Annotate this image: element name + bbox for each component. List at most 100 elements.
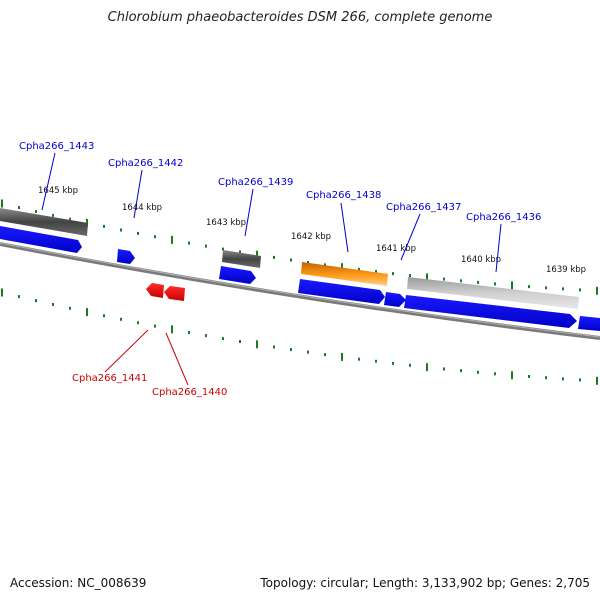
cds-arrow-1437[interactable] xyxy=(384,292,406,307)
inner-tick-ring xyxy=(1,288,598,385)
cds-arrow-1442[interactable] xyxy=(117,249,135,264)
tick-label-1643: 1643 kbp xyxy=(206,218,246,228)
outer-tick-mark xyxy=(205,244,207,248)
inner-tick-mark xyxy=(324,353,326,357)
tick-label-1642: 1642 kbp xyxy=(291,232,331,242)
tick-labels: 1645 kbp 1644 kbp 1643 kbp 1642 kbp 1641… xyxy=(38,186,586,275)
leader-line-1438 xyxy=(340,202,349,253)
outer-tick-mark xyxy=(120,228,122,232)
outer-tick-mark xyxy=(460,279,462,283)
cds-arrow-1441[interactable] xyxy=(146,283,164,298)
outer-tick-mark xyxy=(290,258,292,262)
inner-tick-mark xyxy=(137,321,139,325)
inner-tick-mark xyxy=(562,377,564,381)
cds-arrow-1440[interactable] xyxy=(164,286,185,301)
inner-tick-mark xyxy=(52,303,54,306)
leader-line-1442 xyxy=(133,169,143,219)
outer-tick-mark xyxy=(18,206,20,209)
gene-label-1443[interactable]: Cpha266_1443 xyxy=(19,141,94,152)
inner-tick-mark xyxy=(256,340,258,349)
outer-tick-mark xyxy=(426,273,428,282)
inner-tick-mark xyxy=(205,334,207,338)
genome-info-text: Topology: circular; Length: 3,133,902 bp… xyxy=(260,576,590,590)
outer-tick-mark xyxy=(324,263,326,267)
inner-tick-mark xyxy=(120,317,122,321)
outer-tick-mark xyxy=(52,213,54,217)
gene-label-1437[interactable]: Cpha266_1437 xyxy=(386,202,461,213)
outer-tick-mark xyxy=(239,250,241,254)
cds-arrow-1443[interactable] xyxy=(0,226,82,253)
inner-tick-mark xyxy=(511,371,513,380)
inner-tick-mark xyxy=(494,372,496,376)
inner-tick-mark xyxy=(579,378,581,382)
gene-label-1439[interactable]: Cpha266_1439 xyxy=(218,177,293,188)
gene-label-1442[interactable]: Cpha266_1442 xyxy=(108,158,183,169)
inner-tick-mark xyxy=(545,376,547,380)
feature-bar-1439[interactable] xyxy=(222,250,261,268)
outer-tick-mark xyxy=(137,231,139,235)
inner-tick-mark xyxy=(69,306,71,310)
tick-label-1645: 1645 kbp xyxy=(38,186,78,196)
inner-tick-mark xyxy=(154,324,156,328)
gene-label-1436[interactable]: Cpha266_1436 xyxy=(466,212,541,223)
leader-line-1440 xyxy=(165,332,189,386)
inner-tick-mark xyxy=(307,350,309,354)
inner-tick-mark xyxy=(528,375,530,378)
outer-tick-mark xyxy=(307,261,309,264)
inner-tick-mark xyxy=(443,367,445,371)
gene-label-1440[interactable]: Cpha266_1440 xyxy=(152,387,227,398)
inner-tick-mark xyxy=(171,325,173,334)
outer-tick-mark xyxy=(103,224,105,228)
cds-arrow-1439[interactable] xyxy=(219,266,256,284)
leader-line-1441 xyxy=(104,329,149,373)
inner-tick-mark xyxy=(477,370,479,374)
outer-tick-mark xyxy=(1,199,3,208)
gene-label-1441[interactable]: Cpha266_1441 xyxy=(72,373,147,384)
outer-tick-mark xyxy=(392,272,394,276)
outer-tick-mark xyxy=(154,235,156,239)
inner-tick-mark xyxy=(1,288,3,297)
tick-label-1639: 1639 kbp xyxy=(546,265,586,275)
leader-lines xyxy=(41,152,502,386)
inner-tick-mark xyxy=(375,359,377,363)
inner-tick-mark xyxy=(239,340,241,343)
inner-tick-mark xyxy=(460,369,462,373)
map-title: Chlorobium phaeobacteroides DSM 266, com… xyxy=(107,10,493,25)
feature-bar-1443[interactable] xyxy=(0,208,88,236)
inner-tick-mark xyxy=(358,357,360,361)
outer-tick-mark xyxy=(273,255,275,259)
inner-tick-mark xyxy=(18,295,20,299)
genome-backbone-highlight xyxy=(0,242,600,338)
inner-tick-mark xyxy=(341,352,343,361)
inner-tick-mark xyxy=(392,361,394,365)
inner-tick-mark xyxy=(86,308,88,317)
genome-backbone xyxy=(0,242,600,340)
inner-tick-mark xyxy=(596,376,598,385)
cds-arrow-next[interactable] xyxy=(578,316,600,331)
inner-tick-mark xyxy=(409,363,411,367)
outer-tick-mark xyxy=(222,247,224,251)
gene-labels: Cpha266_1443 Cpha266_1442 Cpha266_1439 C… xyxy=(19,141,541,398)
gene-label-1438[interactable]: Cpha266_1438 xyxy=(306,190,381,201)
cds-arrow-1436[interactable] xyxy=(404,295,577,328)
leader-line-1439 xyxy=(244,188,254,237)
accession-text: Accession: NC_008639 xyxy=(10,576,147,590)
tick-label-1640: 1640 kbp xyxy=(461,255,501,265)
outer-tick-mark xyxy=(358,267,360,271)
feature-bar-1436[interactable] xyxy=(407,277,579,309)
reverse-cds-track xyxy=(146,283,185,301)
forward-cds-track xyxy=(0,226,600,331)
feature-bar-1438[interactable] xyxy=(301,262,388,286)
outer-tick-mark xyxy=(579,288,581,292)
tick-label-1644: 1644 kbp xyxy=(122,203,162,213)
outer-tick-mark xyxy=(171,235,173,244)
cds-arrow-1438[interactable] xyxy=(298,279,385,304)
outer-tick-mark xyxy=(409,274,411,277)
inner-tick-mark xyxy=(222,337,224,341)
outer-tick-mark xyxy=(443,277,445,281)
inner-tick-mark xyxy=(35,299,37,303)
outer-tick-mark xyxy=(256,250,258,259)
outer-tick-mark xyxy=(511,281,513,290)
outer-tick-mark xyxy=(341,263,343,272)
